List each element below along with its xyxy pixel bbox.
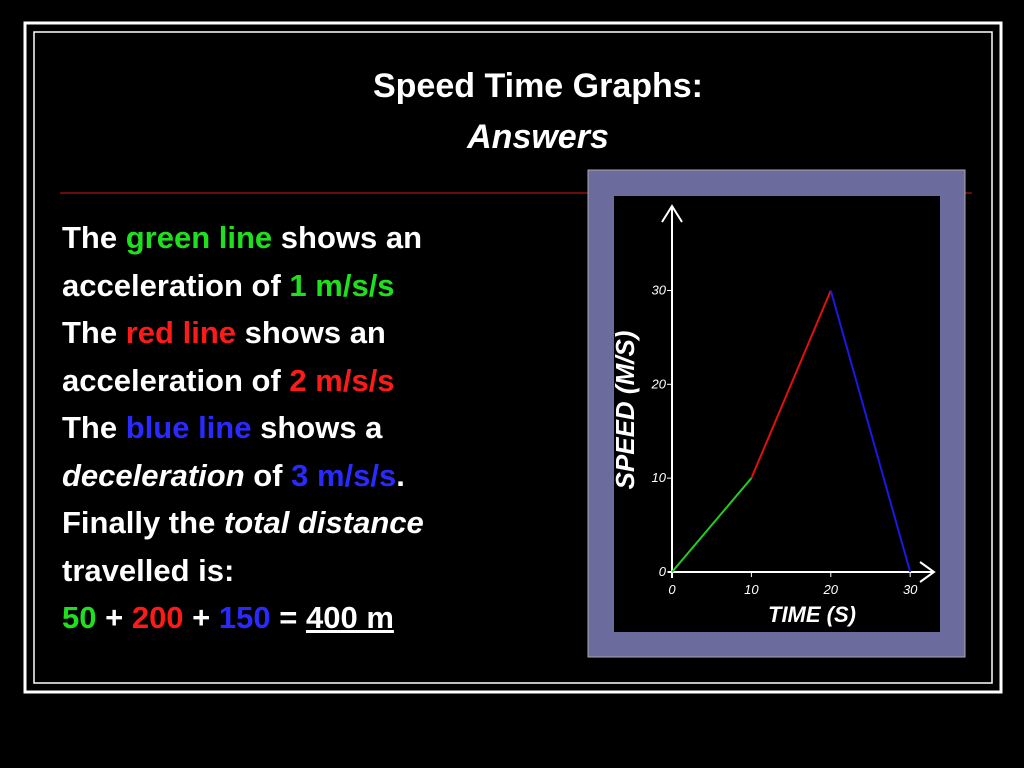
y-tick-label: 30 — [652, 282, 667, 297]
chart: 0 10 20 30 0 10 20 30 TIME (S) SPEED (M/S) — [610, 204, 936, 627]
y-axis — [661, 204, 683, 578]
text-segment: shows an — [236, 315, 386, 350]
x-axis-label: TIME (S) — [768, 602, 856, 627]
title: Speed Time Graphs: — [373, 67, 703, 105]
text-segment: acceleration of — [62, 267, 290, 303]
y-tick-label: 20 — [651, 376, 667, 391]
text-segment: 200 — [131, 600, 184, 635]
x-axis — [668, 561, 936, 583]
text-segment: 1 m/s/s — [289, 267, 395, 303]
body-line: acceleration of 2 m/s/s — [62, 357, 424, 405]
text-segment: 150 — [218, 600, 271, 635]
text-segment: The — [62, 315, 126, 350]
text-segment: = — [270, 600, 306, 635]
body-line: deceleration of 3 m/s/s. — [62, 452, 424, 500]
data-line — [671, 477, 753, 573]
body-text: The green line shows an acceleration of 1… — [62, 214, 424, 642]
text-segment: green line — [125, 220, 273, 255]
text-segment: + — [183, 600, 219, 635]
y-axis-label: SPEED (M/S) — [610, 331, 640, 490]
text-segment: red line — [125, 315, 236, 350]
data-line — [829, 290, 912, 573]
text-segment: + — [96, 600, 132, 635]
text-segment: 400 m — [305, 600, 394, 635]
body-line: Finally the total distance — [62, 499, 424, 547]
x-tick-label: 10 — [744, 582, 759, 597]
chart-area — [614, 196, 940, 632]
data-line — [750, 290, 832, 479]
body-line: The green line shows an — [62, 214, 424, 262]
x-tick-label: 20 — [823, 582, 839, 597]
text-segment: of — [244, 457, 292, 493]
x-tick-label: 0 — [668, 582, 676, 597]
body-line: The red line shows an — [62, 309, 424, 357]
text-segment: The — [62, 410, 126, 445]
outer-border — [23, 21, 1003, 694]
y-tick-label: 10 — [652, 470, 667, 485]
subtitle: Answers — [466, 118, 609, 156]
text-segment: Finally the — [62, 505, 224, 540]
text-segment: shows an — [272, 220, 423, 255]
text-segment: travelled is: — [62, 552, 235, 588]
body-line: travelled is: — [62, 547, 424, 595]
text-segment: The — [62, 220, 126, 255]
y-tick-label: 0 — [659, 564, 667, 579]
text-segment: total distance — [223, 505, 424, 540]
text-segment: . — [396, 457, 405, 493]
text-segment: acceleration of — [62, 362, 290, 398]
inner-border — [33, 31, 993, 684]
text-segment: deceleration — [62, 457, 245, 493]
text-segment: blue line — [125, 410, 252, 445]
text-segment: 50 — [62, 600, 97, 635]
body-line: The blue line shows a — [62, 404, 424, 452]
text-segment: 3 m/s/s — [291, 457, 397, 493]
body-line: 50 + 200 + 150 = 400 m — [62, 594, 424, 642]
text-segment: 2 m/s/s — [289, 362, 395, 398]
text-segment: shows a — [251, 410, 383, 445]
x-tick-label: 30 — [903, 582, 918, 597]
body-line: acceleration of 1 m/s/s — [62, 262, 424, 310]
